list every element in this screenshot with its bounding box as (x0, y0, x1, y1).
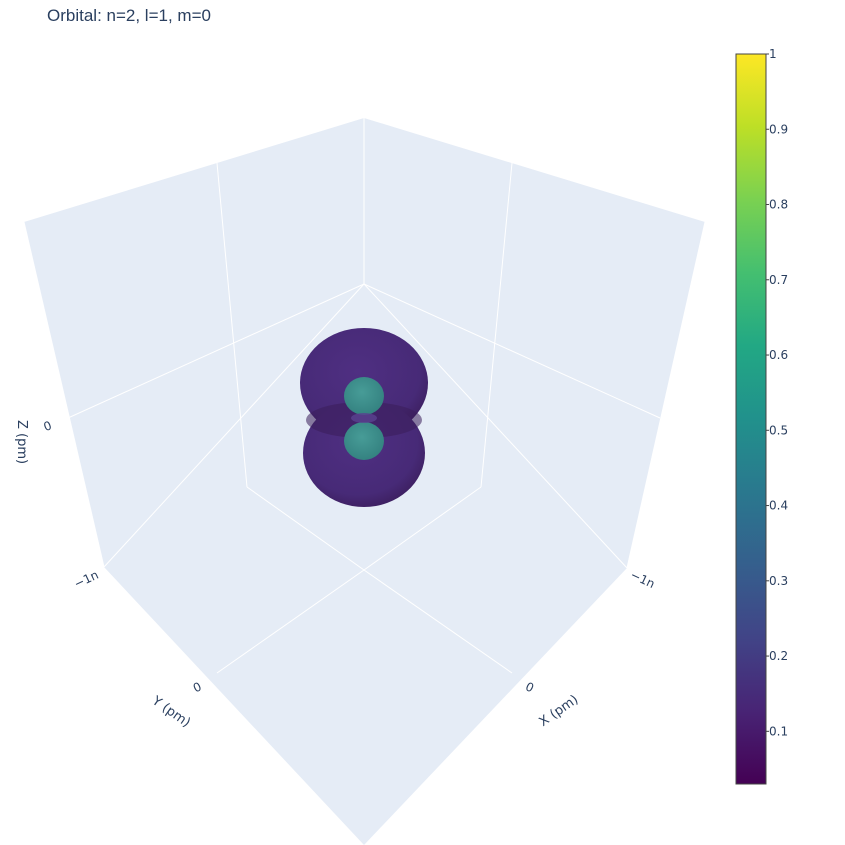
z-axis-tick-0: 0 (42, 418, 54, 434)
colorbar-tick-label: 0.5 (769, 423, 788, 437)
scene-box (23, 118, 706, 845)
inner-lobe-upper[interactable] (344, 377, 384, 415)
inner-node-gap (351, 413, 377, 423)
colorbar-tick-label: 1 (769, 47, 777, 61)
inner-lobe-lower[interactable] (344, 422, 384, 460)
x-axis-tick-neg: −1n (628, 568, 657, 591)
colorbar-tick-label: 0.6 (769, 348, 788, 362)
colorbar[interactable]: 0.1 0.2 0.3 0.4 0.5 0.6 0.7 0.8 0.9 1 (735, 47, 788, 785)
y-axis-tick-0: 0 (191, 679, 204, 695)
x-axis-tick-0: 0 (523, 679, 536, 695)
colorbar-tick-label: 0.2 (769, 649, 788, 663)
back-wall-left (24, 118, 364, 567)
y-axis-title: Y (pm) (148, 693, 193, 731)
y-axis-tick-neg: −1n (72, 568, 101, 591)
floor (104, 284, 627, 845)
back-wall-right (364, 118, 705, 568)
orbital-surface[interactable] (300, 328, 428, 507)
colorbar-tick-label: 0.1 (769, 724, 788, 738)
colorbar-ticks: 0.1 0.2 0.3 0.4 0.5 0.6 0.7 0.8 0.9 1 (766, 47, 788, 738)
colorbar-tick-label: 0.3 (769, 574, 788, 588)
colorbar-tick-label: 0.4 (769, 499, 788, 513)
z-axis-title: Z (pm) (14, 420, 29, 464)
grid-lines (23, 118, 706, 674)
colorbar-tick-label: 0.7 (769, 273, 788, 287)
colorbar-tick-label: 0.8 (769, 198, 788, 212)
colorbar-gradient (735, 53, 767, 785)
x-axis-title: X (pm) (537, 692, 582, 730)
colorbar-tick-label: 0.9 (769, 122, 788, 136)
chart-title: Orbital: n=2, l=1, m=0 (47, 6, 211, 25)
